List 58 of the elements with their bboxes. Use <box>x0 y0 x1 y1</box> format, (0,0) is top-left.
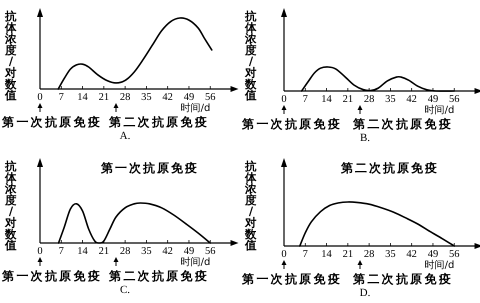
text: D. <box>360 287 371 299</box>
x-tick-label: 21 <box>342 94 354 105</box>
x-tick-label: 49 <box>428 249 438 260</box>
x-tick-label: 0 <box>281 94 287 105</box>
text: 第一次抗原免疫 <box>241 117 342 131</box>
x-tick-label: 56 <box>204 246 216 257</box>
x-tick-label: 28 <box>364 94 374 105</box>
x-axis-title: 时间/d <box>180 102 210 114</box>
x-tick-label: 28 <box>120 92 130 103</box>
x-tick-label: 21 <box>98 246 110 257</box>
x-tick-label: 7 <box>58 92 64 103</box>
x-tick-label: 14 <box>77 92 89 103</box>
x-tick-label: 35 <box>141 246 152 257</box>
text: 第二次抗原免疫 <box>108 115 210 129</box>
x-tick-label: 35 <box>385 94 396 105</box>
x-tick-label: 49 <box>428 94 438 105</box>
y-axis-title: 抗体浓度/对数值 <box>244 159 258 252</box>
x-tick-label: 49 <box>184 246 194 257</box>
x-tick-label: 7 <box>302 249 308 260</box>
x-axis-title: 时间/d <box>424 259 454 271</box>
text: 第二次抗原免疫 <box>108 269 210 283</box>
x-tick-label: 0 <box>37 246 43 257</box>
x-tick-label: 0 <box>37 92 43 103</box>
text: C. <box>120 284 130 296</box>
x-tick-label: 7 <box>302 94 308 105</box>
x-tick-label: 7 <box>58 246 64 257</box>
x-tick-label: 49 <box>184 92 194 103</box>
x-tick-label: 35 <box>385 249 396 260</box>
text: A. <box>120 130 131 142</box>
x-tick-label: 14 <box>321 249 333 260</box>
x-tick-label: 14 <box>321 94 333 105</box>
text: 第二次抗原免疫 <box>352 272 454 286</box>
x-tick-label: 21 <box>342 249 354 260</box>
text: 第二次抗原免疫 <box>340 161 439 175</box>
x-axis-title: 时间/d <box>424 104 454 116</box>
x-tick-label: 56 <box>448 94 460 105</box>
text: B. <box>360 132 370 144</box>
x-tick-label: 56 <box>204 92 216 103</box>
text: 第一次抗原免疫 <box>241 272 342 286</box>
x-tick-label: 42 <box>162 92 173 103</box>
x-tick-label: 21 <box>98 92 110 103</box>
x-tick-label: 35 <box>141 92 152 103</box>
x-tick-label: 42 <box>406 94 417 105</box>
x-tick-label: 14 <box>77 246 89 257</box>
text: 第一次抗原免疫 <box>1 269 102 283</box>
text: 第一次抗原免疫 <box>100 161 199 175</box>
y-axis-title: 抗体浓度/对数值 <box>4 159 18 252</box>
x-tick-label: 0 <box>281 249 287 260</box>
y-axis-title: 抗体浓度/对数值 <box>244 9 258 102</box>
x-tick-label: 42 <box>162 246 173 257</box>
x-tick-label: 28 <box>120 246 130 257</box>
text: 第二次抗原免疫 <box>352 117 454 131</box>
text: 第一次抗原免疫 <box>1 115 102 129</box>
x-axis-title: 时间/d <box>180 256 210 268</box>
x-tick-label: 28 <box>364 249 374 260</box>
y-axis-title: 抗体浓度/对数值 <box>4 9 18 102</box>
x-tick-label: 56 <box>448 249 460 260</box>
x-tick-label: 42 <box>406 249 417 260</box>
